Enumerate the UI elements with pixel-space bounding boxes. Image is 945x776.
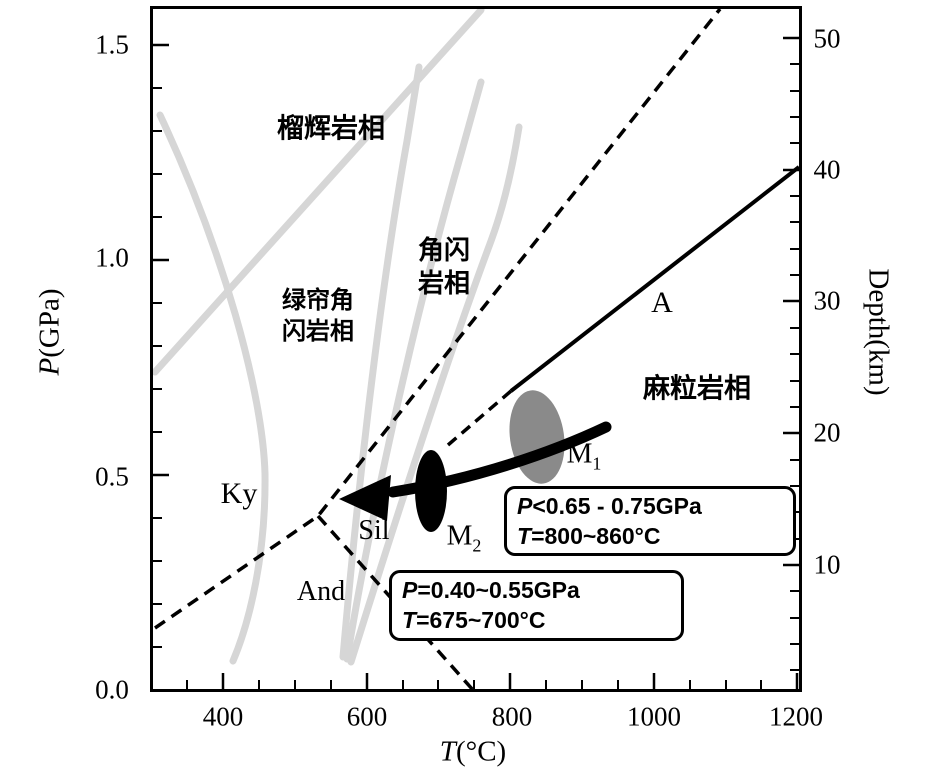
m1-label-sub: 1 [592,453,602,474]
x-major-ticks [221,673,799,689]
x-tick-label-800: 800 [491,701,533,732]
m1-ellipse [509,390,565,484]
m1-callout-line1-var: P [517,493,533,519]
y-axis-title-unit: (GPa) [33,288,66,358]
y-left-minor-ticks [153,87,162,648]
x-axis-title-unit: (°C) [455,735,507,768]
retrograde-arrow-head [339,475,391,521]
m2-ellipse [415,450,447,532]
depth-tick-label-10: 10 [813,549,841,580]
label-epidote-line2: 闪岩相 [282,318,354,345]
gray-facies-curves [153,9,523,666]
y-left-major-ticks [153,43,169,477]
m1-callout-line2-var: T [517,523,532,549]
y-right-major-ticks [783,36,799,567]
m2-callout-line2-rest: =675~700°C [416,607,546,633]
y-right-minor-ticks [790,63,799,671]
y-tick-label-1_5: 1.5 [95,29,129,60]
y-tick-label-0_5: 0.5 [95,461,129,492]
label-granulite-facies: 麻粒岩相 [643,373,751,404]
x-axis-title-var: T [439,735,456,768]
m2-callout-line1-var: P [402,577,418,603]
depth-tick-label-50: 50 [813,23,841,54]
m2-callout-line1: P=0.40~0.55GPa [402,575,671,605]
facies-curve-arc [156,111,269,665]
facies-curve-fan-3 [347,123,523,666]
label-epidote-line1: 绿帘角 [282,287,354,314]
label-line-a: A [651,286,673,319]
x-minor-ticks [186,680,762,689]
axis-ticks [153,36,799,689]
facies-curve-fan-1 [339,63,423,661]
depth-tick-label-40: 40 [813,154,841,185]
x-tick-label-1000: 1000 [627,701,681,732]
m2-label-sub: 2 [472,535,482,556]
kyanite-sillimanite-boundary-dashed [154,9,722,630]
line-a-solid [509,165,799,393]
m2-callout-line2-var: T [402,607,417,633]
facies-curve-eclogite-boundary [153,9,485,376]
m2-callout-line1-rest: =0.40~0.55GPa [417,577,580,603]
m1-label: M1 [567,438,602,475]
retrograde-arrow-shaft [387,421,612,498]
x-tick-label-1200: 1200 [769,701,823,732]
y-tick-label-0_0: 0.0 [95,674,129,705]
facies-curve-fan-2 [343,78,485,663]
m2-callout-line2: T=675~700°C [402,605,671,635]
label-epidote-amphibolite-facies: 绿帘角 闪岩相 [282,285,354,347]
y-axis-title: P(GPa) [34,289,67,376]
label-kyanite: Ky [220,477,258,510]
x-axis-title: T(°C) [440,736,506,769]
label-amphibolite-line1: 角闪 [417,235,471,265]
m1-callout-line1: P<0.65 - 0.75GPa [517,491,783,521]
m2-callout-box: P=0.40~0.55GPa T=675~700°C [389,570,684,641]
label-andalusite: And [296,576,346,607]
x-tick-label-600: 600 [346,701,388,732]
m2-label-base: M [446,519,473,552]
depth-axis-title: Depth(km) [862,268,895,396]
plot-canvas [153,9,799,689]
m1-callout-line2: T=800~860°C [517,521,783,551]
m1-label-base: M [566,437,593,470]
y-axis-title-var: P [33,357,66,376]
m1-callout-line1-rest: <0.65 - 0.75GPa [532,493,702,519]
depth-tick-label-30: 30 [813,285,841,316]
label-eclogite-facies: 榴辉岩相 [277,113,385,144]
m1-callout-box: P<0.65 - 0.75GPa T=800~860°C [504,486,796,556]
y-tick-label-1_0: 1.0 [95,242,129,273]
m2-label: M2 [447,520,482,557]
m1-callout-line2-rest: =800~860°C [531,523,661,549]
label-sillimanite: Sil [358,515,390,546]
granulite-boundary-dashed [446,389,513,447]
depth-tick-label-20: 20 [813,417,841,448]
label-amphibolite-line2: 岩相 [417,268,471,298]
x-tick-label-400: 400 [202,701,244,732]
label-amphibolite-facies: 角闪 岩相 [418,234,470,300]
